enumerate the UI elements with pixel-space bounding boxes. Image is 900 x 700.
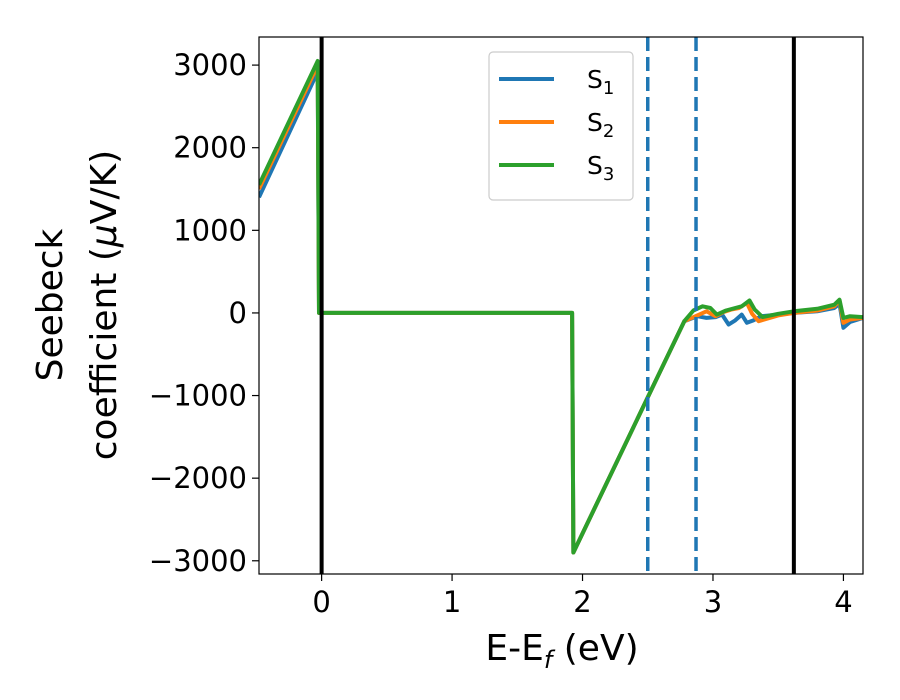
y-tick-label: −3000 — [149, 544, 247, 578]
y-axis-title-line2: coefficient (μV/K) — [84, 150, 125, 460]
y-tick-label: 2000 — [173, 131, 247, 165]
series-group — [259, 59, 863, 555]
y-tick-label: −1000 — [149, 379, 247, 413]
y-axis-title-line1: Seebeck — [30, 228, 71, 381]
y-tick-label: 3000 — [173, 48, 247, 82]
series-line-s3 — [259, 59, 863, 555]
legend-label-s3: S3 — [587, 151, 614, 185]
plot-area: 0 1 2 3 4 3000 2000 1000 0 −1000 −2000 −3000 — [149, 36, 864, 619]
x-tick-label: 1 — [443, 585, 461, 619]
y-tick-label: −2000 — [149, 461, 247, 495]
x-axis-title: E-Ef (eV) — [485, 628, 638, 674]
y-axis-title: Seebeck coefficient (μV/K) — [30, 150, 125, 460]
x-tick-label: 2 — [573, 585, 591, 619]
legend-label-s1: S1 — [587, 65, 614, 99]
y-tick-label: 0 — [229, 296, 247, 330]
axes-frame — [258, 36, 864, 575]
y-tick-label: 1000 — [173, 213, 247, 247]
legend: S1 S2 S3 — [488, 51, 634, 201]
x-axis-title-text: E-Ef (eV) — [485, 628, 638, 674]
x-tick-label: 3 — [704, 585, 722, 619]
x-tick-label: 4 — [834, 585, 852, 619]
x-tick-label: 0 — [312, 585, 330, 619]
legend-label-s2: S2 — [587, 108, 614, 142]
